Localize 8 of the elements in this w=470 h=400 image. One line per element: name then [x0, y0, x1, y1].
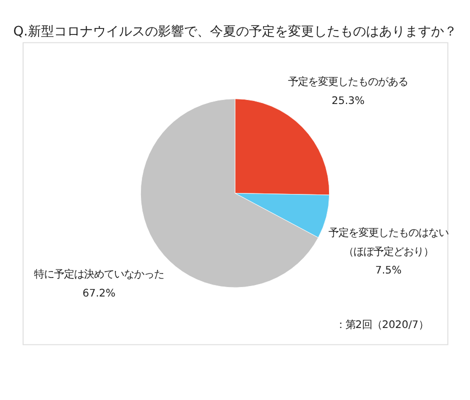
slice-label: 予定を変更したものがある	[288, 76, 408, 88]
slice-label: 特に予定は決めていなかった	[34, 268, 164, 281]
data-label: 67.2%	[82, 287, 116, 300]
data-label: 7.5%	[375, 264, 402, 277]
chart-title: Q.新型コロナウイルスの影響で、今夏の予定を変更したものはありますか？	[13, 24, 457, 40]
slice-label: 予定を変更したものはない（ほぼ予定どおり）	[328, 226, 448, 258]
text: ：第2回（2020/7）	[335, 319, 428, 332]
data-label: 25.3%	[332, 94, 365, 107]
